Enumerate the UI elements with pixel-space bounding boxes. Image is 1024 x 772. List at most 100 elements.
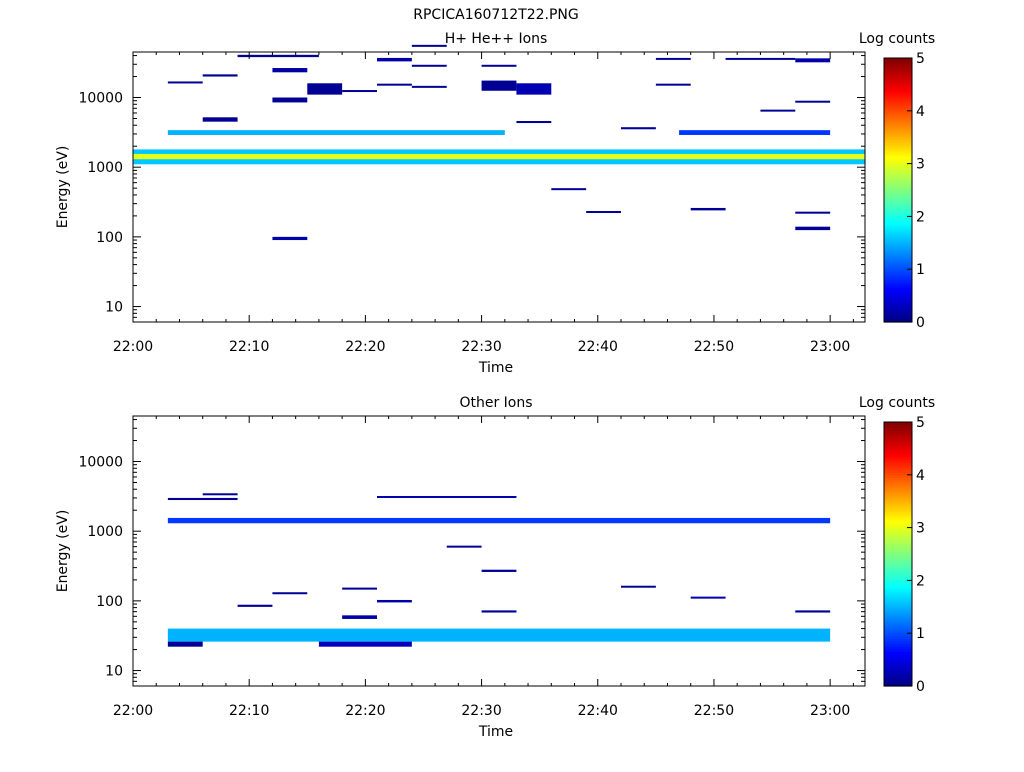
colorbar-segment <box>884 654 912 658</box>
colorbar-segment <box>884 667 912 671</box>
x-axis-label: Time <box>478 360 513 376</box>
colorbar-segment <box>884 234 912 239</box>
colorbar-segment <box>884 620 912 624</box>
colorbar-segment <box>884 176 912 181</box>
colorbar-segment <box>884 118 912 122</box>
colorbar-segment <box>884 129 912 133</box>
colorbar-segment <box>884 163 912 167</box>
colorbar-segment <box>884 675 912 679</box>
colorbar-segment <box>884 456 912 460</box>
colorbar-segment <box>884 121 912 125</box>
colorbar-segment <box>884 598 912 603</box>
colorbar-segment <box>884 503 912 508</box>
y-tick-label: 100 <box>96 594 123 610</box>
colorbar-tick-label: 0 <box>916 679 925 695</box>
colorbar-segment <box>884 643 912 647</box>
colorbar-segment <box>884 258 912 262</box>
colorbar-segment <box>884 659 912 663</box>
colorbar-segment <box>884 197 912 202</box>
heatmap-cell <box>446 545 482 548</box>
colorbar-segment <box>884 216 912 220</box>
x-tick-label: 22:20 <box>345 339 385 355</box>
colorbar-segment <box>884 466 912 471</box>
colorbar-segment <box>884 590 912 595</box>
colorbar-segment <box>884 649 912 653</box>
colorbar-segment <box>884 572 912 576</box>
colorbar-segment <box>884 92 912 96</box>
colorbar-segment <box>884 306 912 310</box>
panel-h-he-ions: H+ He++ Ions 22:00 22:10 22:20 22:30 22:40 22… <box>55 31 935 376</box>
colorbar-tick-label: 3 <box>916 157 925 173</box>
y-tick-label: 10 <box>105 300 123 316</box>
colorbar-segment <box>884 601 912 605</box>
heatmap-cell <box>133 153 865 160</box>
panel-other-ions: Other Ions 22:00 22:10 22:20 22:30 22:40 22:5… <box>55 395 935 740</box>
colorbar-segment <box>884 678 912 682</box>
heatmap-cell <box>237 54 319 58</box>
heatmap-cell <box>411 85 447 88</box>
y-axis: 10 100 1000 10000 <box>78 419 865 687</box>
x-tick-label: 22:30 <box>461 339 501 355</box>
heatmap-cell <box>377 83 412 86</box>
heatmap-cell <box>655 57 691 60</box>
colorbar-segment <box>884 567 912 571</box>
colorbar-segment <box>884 269 912 273</box>
x-tick-label: 22:10 <box>229 703 269 719</box>
colorbar-segment <box>884 168 912 173</box>
colorbar-label: Log counts <box>859 395 935 411</box>
colorbar-segment <box>884 73 912 78</box>
heatmap-cell <box>655 83 691 86</box>
colorbar-segment <box>884 263 912 268</box>
colorbar-segment <box>884 432 912 436</box>
colorbar-segment <box>884 662 912 666</box>
heatmap-cell <box>342 90 377 93</box>
colorbar-segment <box>884 179 912 183</box>
colorbar-segment <box>884 635 912 640</box>
colorbar-segment <box>884 617 912 621</box>
heatmap-cell <box>272 592 308 595</box>
colorbar-segment <box>884 319 912 323</box>
heatmap-cell <box>690 596 726 599</box>
colorbar-segment <box>884 540 912 545</box>
colorbar-segment <box>884 469 912 473</box>
colorbar-segment <box>884 97 912 101</box>
colorbar-segment <box>884 105 912 109</box>
colorbar-segment <box>884 559 912 563</box>
colorbar-segment <box>884 670 912 674</box>
colorbar-segment <box>884 174 912 178</box>
x-tick-label: 22:10 <box>229 339 269 355</box>
colorbar-segment <box>884 445 912 449</box>
colorbar-segment <box>884 110 912 115</box>
colorbar-segment <box>884 242 912 247</box>
colorbar-segment <box>884 139 912 144</box>
plot-frame <box>132 415 866 687</box>
colorbar-segment <box>884 87 912 91</box>
colorbar-segment <box>884 641 912 645</box>
x-tick-label: 22:40 <box>578 703 618 719</box>
colorbar-segment <box>884 171 912 175</box>
colorbar-segment <box>884 192 912 196</box>
colorbar-segment <box>884 458 912 463</box>
colorbar-segment <box>884 554 912 558</box>
colorbar-segment <box>884 532 912 537</box>
colorbar-segment <box>884 250 912 254</box>
x-axis-label: Time <box>478 724 513 740</box>
colorbar-segment <box>884 81 912 85</box>
colorbar-segment <box>884 295 912 299</box>
heatmap-cell <box>202 117 238 122</box>
colorbar-segment <box>884 279 912 283</box>
colorbar: 0 1 2 3 4 5 <box>883 415 925 695</box>
heatmap-cell <box>411 44 447 47</box>
colorbar-segment <box>884 300 912 305</box>
colorbar-segment <box>884 461 912 465</box>
colorbar-segment <box>884 612 912 616</box>
heatmap-cell <box>795 610 831 613</box>
y-tick-label: 10 <box>105 664 123 680</box>
colorbar-segment <box>884 100 912 104</box>
colorbar-segment <box>884 609 912 613</box>
colorbar-segment <box>884 187 912 191</box>
colorbar-segment <box>884 651 912 655</box>
colorbar-segment <box>884 76 912 80</box>
colorbar-segment <box>884 593 912 597</box>
heatmap-cell <box>377 599 412 603</box>
